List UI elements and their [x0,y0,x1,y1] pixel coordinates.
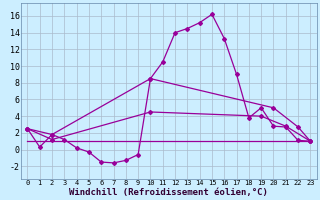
X-axis label: Windchill (Refroidissement éolien,°C): Windchill (Refroidissement éolien,°C) [69,188,268,197]
